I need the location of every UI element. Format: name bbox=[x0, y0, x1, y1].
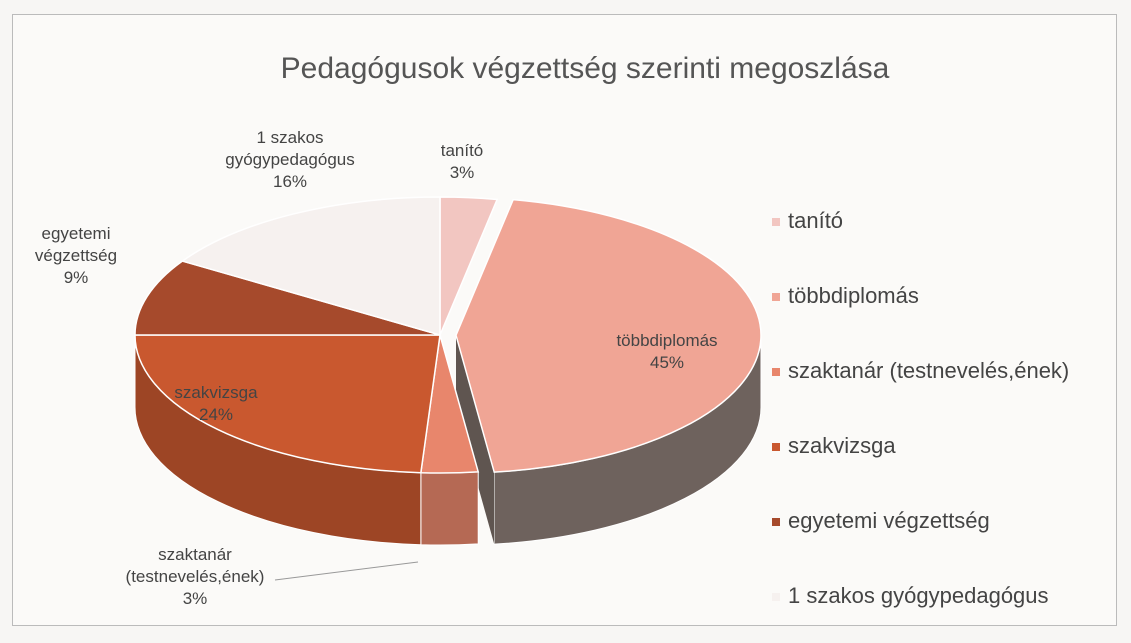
legend-marker bbox=[772, 218, 780, 226]
data-label-name: 1 szakos gyógypedagógus bbox=[225, 128, 355, 169]
data-label: egyetemi végzettség 9% bbox=[21, 223, 131, 289]
legend-label: 1 szakos gyógypedagógus bbox=[788, 583, 1049, 608]
data-label-name: szakvizsga bbox=[174, 383, 258, 402]
data-label-name: egyetemi végzettség bbox=[34, 224, 118, 265]
pie-slice bbox=[180, 196, 441, 336]
chart-title: Pedagógusok végzettség szerinti megoszlá… bbox=[281, 52, 890, 85]
data-label-value: 9% bbox=[63, 268, 89, 287]
legend-label: többdiplomás bbox=[788, 283, 919, 308]
data-label: szaktanár (testnevelés,ének) 3% bbox=[115, 544, 275, 610]
data-label-name: szaktanár (testnevelés,ének) bbox=[125, 545, 265, 586]
legend-marker bbox=[772, 593, 780, 601]
legend-label: szakvizsga bbox=[788, 433, 896, 458]
pie-slice bbox=[134, 260, 441, 336]
data-label-value: 16% bbox=[272, 172, 308, 191]
legend-label: egyetemi végzettség bbox=[788, 508, 990, 533]
data-label-value: 24% bbox=[198, 405, 234, 424]
slice-side bbox=[420, 471, 479, 546]
data-label: többdiplomás 45% bbox=[582, 330, 752, 374]
pie-slice bbox=[455, 198, 762, 473]
data-label-value: 3% bbox=[449, 163, 475, 182]
data-label-name: tanító bbox=[440, 141, 484, 160]
data-label: 1 szakos gyógypedagógus 16% bbox=[200, 127, 380, 193]
legend-marker bbox=[772, 368, 780, 376]
legend-marker bbox=[772, 518, 780, 526]
pie-sides bbox=[134, 334, 762, 546]
legend-label: szaktanár (testnevelés,ének) bbox=[788, 358, 1069, 383]
legend-marker bbox=[772, 293, 780, 301]
data-label: tanító 3% bbox=[417, 140, 507, 184]
leader-line bbox=[274, 561, 419, 581]
slice-cut bbox=[455, 335, 495, 545]
legend-label: tanító bbox=[788, 208, 843, 233]
data-label-value: 3% bbox=[182, 589, 208, 608]
pie-tops bbox=[134, 196, 762, 474]
data-label-value: 45% bbox=[649, 353, 685, 372]
data-label-name: többdiplomás bbox=[616, 331, 718, 350]
pie-slice bbox=[134, 334, 441, 474]
legend-marker bbox=[772, 443, 780, 451]
data-label: szakvizsga 24% bbox=[141, 382, 291, 426]
